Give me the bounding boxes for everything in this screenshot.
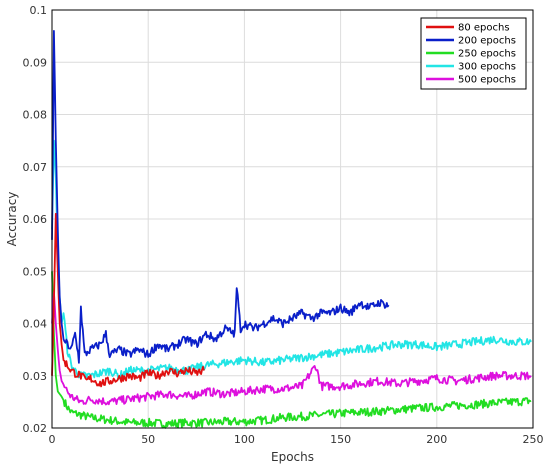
plot-frame	[51, 9, 534, 429]
y-tick-label: 0.1	[30, 4, 48, 17]
y-tick-label: 0.07	[23, 161, 48, 174]
series-line	[51, 30, 390, 364]
x-tick-label: 0	[49, 433, 56, 446]
y-axis-label: Accuracy	[5, 192, 19, 247]
x-tick-label: 150	[330, 433, 351, 446]
series-line	[51, 271, 532, 429]
legend-entry: 250 epochs	[458, 49, 516, 60]
y-tick-label: 0.05	[23, 265, 48, 278]
x-tick-label: 100	[234, 433, 255, 446]
series-line	[51, 291, 532, 406]
y-tick-label: 0.06	[23, 213, 48, 226]
x-tick-label: 50	[141, 433, 155, 446]
x-axis-label: Epochs	[271, 450, 314, 464]
legend-entry: 80 epochs	[458, 23, 510, 34]
y-tick-label: 0.09	[23, 56, 48, 69]
y-tick-labels: 0.02 0.03 0.04 0.05 0.06 0.07 0.08 0.09 0.1	[23, 4, 48, 435]
legend-entry: 300 epochs	[458, 62, 516, 73]
y-tick-label: 0.02	[23, 422, 48, 435]
series-line	[51, 212, 205, 388]
x-tick-label: 200	[426, 433, 447, 446]
legend-entry: 200 epochs	[458, 36, 516, 47]
legend-entry: 500 epochs	[458, 75, 516, 86]
series-lines	[51, 30, 532, 429]
y-tick-label: 0.03	[23, 370, 48, 383]
y-tick-label: 0.08	[23, 109, 48, 122]
y-tick-label: 0.04	[23, 318, 48, 331]
legend: 80 epochs 200 epochs 250 epochs 300 epochs 5…	[420, 17, 527, 90]
series-line	[51, 139, 532, 380]
x-tick-label: 250	[523, 433, 544, 446]
x-tick-labels: 0 50 100 150 200 250	[49, 433, 544, 446]
